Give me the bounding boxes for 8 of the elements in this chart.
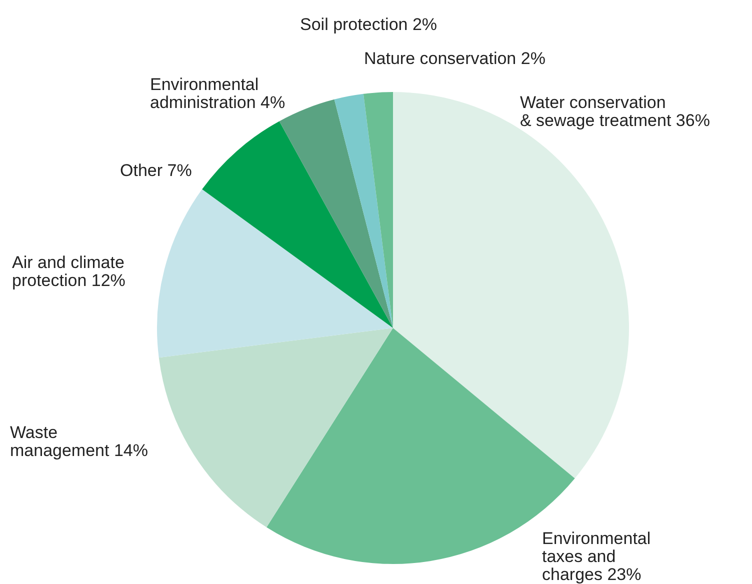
slice-label: Water conservation & sewage treatment 36% (520, 93, 710, 130)
slice-label: Air and climate protection 12% (12, 253, 126, 290)
slice-label: Environmental administration 4% (150, 75, 286, 112)
slice-label: Other 7% (120, 161, 192, 180)
slice-label: Waste management 14% (10, 423, 148, 460)
slice-label: Environmental taxes and charges 23% (542, 529, 651, 584)
slice-label: Soil protection 2% (300, 15, 438, 34)
slice-label: Nature conservation 2% (364, 49, 546, 68)
